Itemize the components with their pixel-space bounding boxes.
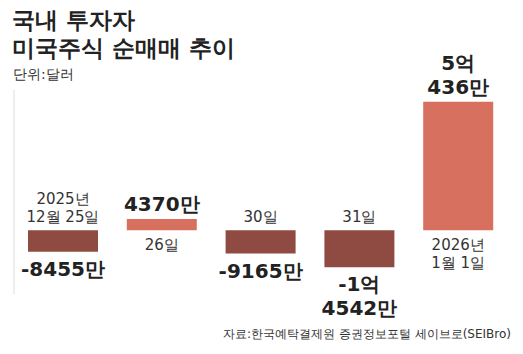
svg-text:12월 25일: 12월 25일 (27, 208, 100, 226)
svg-text:-1억: -1억 (338, 272, 380, 296)
svg-text:-9165만: -9165만 (219, 259, 303, 283)
svg-text:1월 1일: 1월 1일 (431, 254, 485, 272)
html-text:자료:한국예탁결제원 증권정보포털 세이브로(SEIBro): 자료:한국예탁결제원 증권정보포털 세이브로(SEIBro) (223, 327, 511, 341)
html-text:미국주식 순매매 추이: 미국주식 순매매 추이 (12, 35, 235, 61)
svg-text:4370만: 4370만 (124, 192, 200, 216)
svg-text:-8455만: -8455만 (21, 257, 105, 281)
html-text:단위:달러: 단위:달러 (13, 66, 74, 82)
svg-text:4542만: 4542만 (322, 296, 398, 320)
svg-text:2026년: 2026년 (432, 236, 485, 254)
svg-text:26일: 26일 (145, 236, 179, 254)
svg-text:31일: 31일 (342, 208, 376, 226)
svg-text:2025년: 2025년 (36, 190, 89, 208)
svg-text:436만: 436만 (427, 75, 489, 99)
svg-text:5억: 5억 (441, 51, 475, 75)
svg-text:30일: 30일 (244, 208, 278, 226)
html-text:국내 투자자: 국내 투자자 (12, 7, 135, 33)
